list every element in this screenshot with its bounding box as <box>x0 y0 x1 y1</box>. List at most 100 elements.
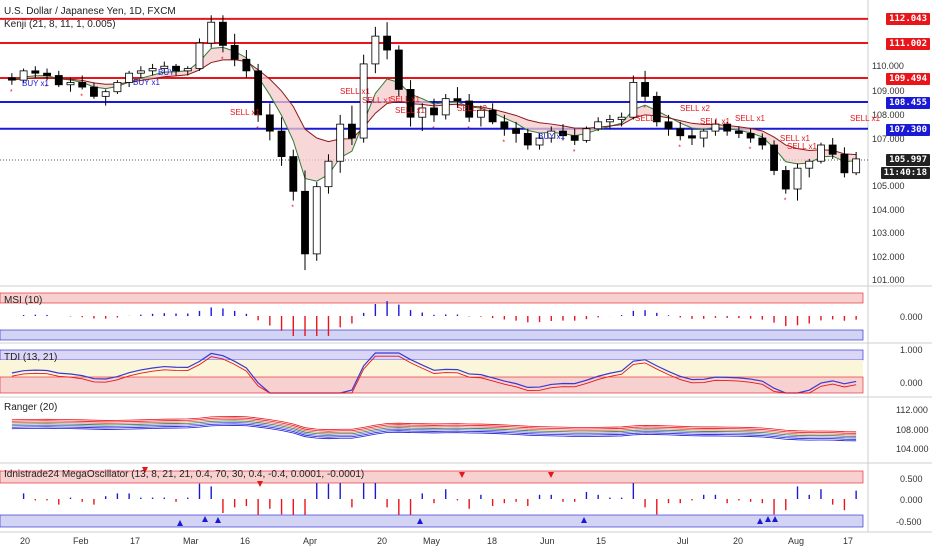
candle-body <box>90 86 98 97</box>
candle-body <box>371 35 380 65</box>
price-tick: 105.000 <box>872 181 905 191</box>
sell-signal-label: SELL x1 <box>390 95 420 104</box>
candle-body <box>605 119 614 123</box>
tdi-line <box>11 352 857 394</box>
candle-body <box>219 21 227 46</box>
buy-signal-label: BUY <box>158 68 175 77</box>
sell-mark: * <box>291 205 294 212</box>
candle-body <box>465 100 474 118</box>
sell-mark: * <box>80 93 83 100</box>
sell-mark: * <box>397 100 400 107</box>
x-axis-label: Apr <box>303 536 318 546</box>
ranger-band <box>11 420 857 437</box>
symbol-title: U.S. Dollar / Japanese Yen, 1D, FXCM <box>4 6 176 17</box>
candle-body <box>582 128 591 141</box>
sell-signal-label: SELL x1 <box>395 106 425 115</box>
candle-body <box>840 153 849 174</box>
candle-body <box>394 49 403 90</box>
candle-body <box>277 130 286 157</box>
ranger-tick: 108.000 <box>896 425 929 435</box>
mega-buy-arrow <box>417 518 423 524</box>
sell-signal-label: SELL x1 <box>362 96 392 105</box>
ranger-band <box>11 416 857 433</box>
sell-mark: * <box>784 198 787 205</box>
mega-title: Idnistrade24 MegaOscillator (13, 8, 21, … <box>4 469 365 480</box>
candle-body <box>312 186 321 255</box>
last-price-tag: 105.997 <box>886 154 930 166</box>
candle-body <box>172 65 180 72</box>
ranger-band <box>11 417 857 434</box>
mega-buy-arrow <box>757 518 763 524</box>
ranger-tick: 112.000 <box>896 405 928 415</box>
candle-body <box>160 65 169 69</box>
candle-body <box>359 63 368 139</box>
buy-signal-label: BUY x1 <box>22 79 49 88</box>
sell-mark: * <box>45 84 48 91</box>
candle-body <box>594 121 603 130</box>
candle-body <box>828 144 837 155</box>
msi-title: MSI (10) <box>4 295 43 306</box>
candle-body <box>629 82 638 118</box>
candle-body <box>523 133 532 146</box>
candle-body <box>418 107 427 118</box>
price-tick: 107.000 <box>872 134 905 144</box>
price-tick: 110.000 <box>872 61 904 71</box>
candle-body <box>817 144 825 162</box>
tdi-curve <box>11 352 857 394</box>
mega-tick: 0.000 <box>900 495 923 505</box>
ranger-band <box>11 419 857 436</box>
ranger-band <box>11 422 857 439</box>
candle-body <box>617 116 626 120</box>
candle-body <box>430 107 438 116</box>
mega-buy-arrow <box>215 517 221 523</box>
msi-tick: 0.000 <box>900 312 923 322</box>
sell-mark: * <box>432 126 435 133</box>
ranger-tick: 104.000 <box>896 444 929 454</box>
candle-body <box>852 158 861 174</box>
ranger-title: Ranger (20) <box>4 402 58 413</box>
candle-body <box>183 68 192 72</box>
candle-body <box>254 70 263 116</box>
sell-mark: * <box>502 140 505 147</box>
mega-bands <box>0 470 864 528</box>
candle-body <box>195 42 204 69</box>
candles: * * * * * * * * * * * * * * * <box>7 15 861 271</box>
price-tick: 101.000 <box>872 275 905 285</box>
x-axis-label: 20 <box>377 536 388 546</box>
candle-body <box>7 77 16 81</box>
candle-body <box>242 58 251 72</box>
sell-mark: * <box>221 56 224 63</box>
buy-signal-label: BUY x1 <box>538 132 565 141</box>
sell-signal-label: SELL x1 <box>850 114 880 123</box>
x-axis-label: May <box>423 536 441 546</box>
sell-signal-label: SELL x2 <box>457 104 487 113</box>
mega-buy-arrow <box>202 516 208 522</box>
msi-bands <box>0 292 864 341</box>
sell-signal-label: SELL x1 <box>230 108 260 117</box>
candle-body <box>207 21 216 44</box>
sell-signal-label: SELL x2 <box>680 104 710 113</box>
candle-body <box>101 91 110 97</box>
tdi-tick: 0.000 <box>900 378 923 388</box>
candle-body <box>265 114 274 132</box>
sell-mark: * <box>678 144 681 151</box>
mega-tick: 0.500 <box>900 474 923 484</box>
tdi-title: TDI (13, 21) <box>4 352 58 363</box>
mega-tick: -0.500 <box>896 517 922 527</box>
candle-body <box>230 44 239 60</box>
candle-body <box>793 167 802 190</box>
candle-body <box>676 128 685 137</box>
candle-body <box>758 137 767 146</box>
mega-sell-arrow <box>142 467 148 473</box>
mega-buy-arrow <box>177 520 183 526</box>
x-axis-label: 18 <box>487 536 498 546</box>
x-axis-label: 15 <box>596 536 607 546</box>
candle-body <box>547 130 556 139</box>
candle-body <box>559 130 567 137</box>
candle-body <box>734 130 743 134</box>
x-axis-label: Jul <box>677 536 689 546</box>
candle-body <box>723 123 732 132</box>
candle-body <box>570 135 579 141</box>
x-axis-label: Mar <box>183 536 199 546</box>
